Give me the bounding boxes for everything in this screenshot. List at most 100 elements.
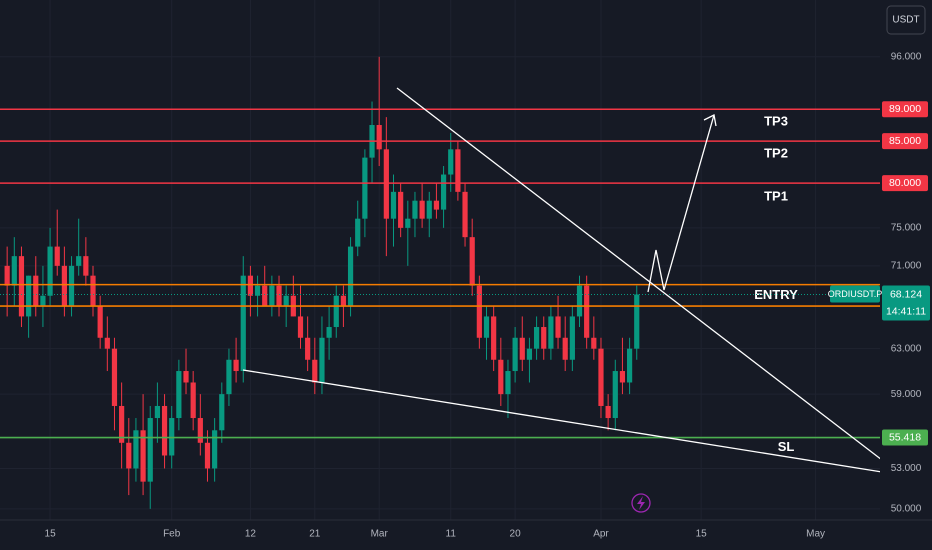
candle-body xyxy=(190,382,196,419)
candle-body xyxy=(176,371,182,419)
candle-body xyxy=(90,275,96,307)
candle-body xyxy=(111,348,118,406)
levels: TP3 TP2 TP1 SL ENTRY xyxy=(0,108,880,454)
candle-body xyxy=(383,149,389,219)
candle-body xyxy=(97,306,103,338)
x-tick-label: Apr xyxy=(593,529,609,540)
candle-body xyxy=(634,294,640,349)
candle-body xyxy=(419,200,425,219)
candle-body xyxy=(119,405,125,443)
candle-body xyxy=(247,275,254,296)
candle-body xyxy=(319,337,325,383)
level-name: TP1 xyxy=(764,189,788,204)
candle-body xyxy=(133,430,139,469)
candle-body xyxy=(33,275,39,307)
x-tick-label: Feb xyxy=(163,529,181,540)
price-tag xyxy=(882,133,928,150)
price-tag xyxy=(882,101,928,118)
x-tick-label: 15 xyxy=(45,529,57,540)
level-name: SL xyxy=(778,439,795,454)
x-tick-label: 20 xyxy=(510,529,522,540)
candle-body xyxy=(455,149,461,192)
candle-body xyxy=(61,265,67,307)
candle-body xyxy=(412,200,418,219)
candle-body xyxy=(584,285,590,338)
candle-body xyxy=(591,337,597,349)
x-tick-label: 21 xyxy=(309,529,321,540)
candle-body xyxy=(448,149,454,175)
candle-body xyxy=(262,285,268,307)
price-tag-label: 55.418 xyxy=(889,431,921,443)
candle-body xyxy=(505,371,511,395)
trend-line xyxy=(396,87,883,461)
candle-body xyxy=(405,218,411,228)
symbol-label: ORDIUSDT.P xyxy=(828,289,883,299)
candle-body xyxy=(76,256,82,266)
candle-body xyxy=(312,359,318,383)
x-tick-label: May xyxy=(806,529,825,540)
y-tick-label: 53.000 xyxy=(891,463,922,474)
candle-body xyxy=(398,191,404,228)
candle-body xyxy=(526,348,533,360)
candle-body xyxy=(326,327,332,338)
candle-body xyxy=(212,430,218,469)
candle-body xyxy=(297,316,304,338)
candle-body xyxy=(619,371,626,383)
candle-body xyxy=(612,371,618,419)
candle-body xyxy=(347,246,354,307)
trend-line xyxy=(242,369,883,473)
candle-body xyxy=(390,191,397,219)
candle-body xyxy=(426,200,432,219)
candle-body xyxy=(40,295,46,307)
price-tag-label: 85.000 xyxy=(889,135,921,147)
last-price-label: 68.124 xyxy=(890,288,922,300)
candles xyxy=(4,56,640,509)
x-tick-label: 11 xyxy=(446,529,457,540)
candle-body xyxy=(233,359,239,372)
candle-body xyxy=(140,430,146,482)
candle-body xyxy=(204,442,211,469)
candle-body xyxy=(283,295,289,307)
candle-body xyxy=(161,405,168,456)
candle-body xyxy=(276,285,282,307)
candle-body xyxy=(476,285,482,338)
candle-body xyxy=(154,405,160,419)
candle-body xyxy=(376,125,382,150)
candle-body xyxy=(219,394,225,431)
candle-body xyxy=(83,256,89,276)
y-tick-label: 63.000 xyxy=(891,343,922,354)
last-price-tag xyxy=(882,285,930,321)
candle-body xyxy=(26,275,32,317)
y-tick-label: 50.000 xyxy=(891,503,922,514)
candle-body xyxy=(483,316,490,338)
x-tick-label: 15 xyxy=(696,529,708,540)
candle-body xyxy=(355,218,361,247)
icon-bolt[interactable] xyxy=(637,496,645,510)
lightning-icon[interactable] xyxy=(631,493,651,513)
candle-body xyxy=(512,337,518,372)
candle-body xyxy=(462,191,468,238)
currency[interactable]: USDT xyxy=(892,15,919,26)
price-tag xyxy=(882,175,928,192)
y-tick-label: 96.000 xyxy=(891,51,922,62)
level-name: TP2 xyxy=(764,146,788,161)
x-tick-label: Mar xyxy=(371,529,389,540)
candle-body xyxy=(18,256,25,317)
y-tick-label: 75.000 xyxy=(891,222,922,233)
icon-ring[interactable] xyxy=(631,493,651,513)
candle-body xyxy=(362,157,368,219)
candle-body xyxy=(498,359,504,395)
axes: 50.000 53.000 59.000 63.000 71.000 75.000 96.0… xyxy=(45,51,930,540)
candle-body xyxy=(562,337,568,360)
candle-body xyxy=(340,295,347,307)
price-axis xyxy=(880,0,932,550)
candle-body xyxy=(519,337,525,360)
candle-body xyxy=(47,246,53,296)
candle-body xyxy=(569,316,575,360)
arrow-head xyxy=(703,114,717,127)
candle-body xyxy=(254,285,261,296)
currency-button[interactable] xyxy=(886,5,926,35)
price-tag-label: 89.000 xyxy=(889,103,921,115)
